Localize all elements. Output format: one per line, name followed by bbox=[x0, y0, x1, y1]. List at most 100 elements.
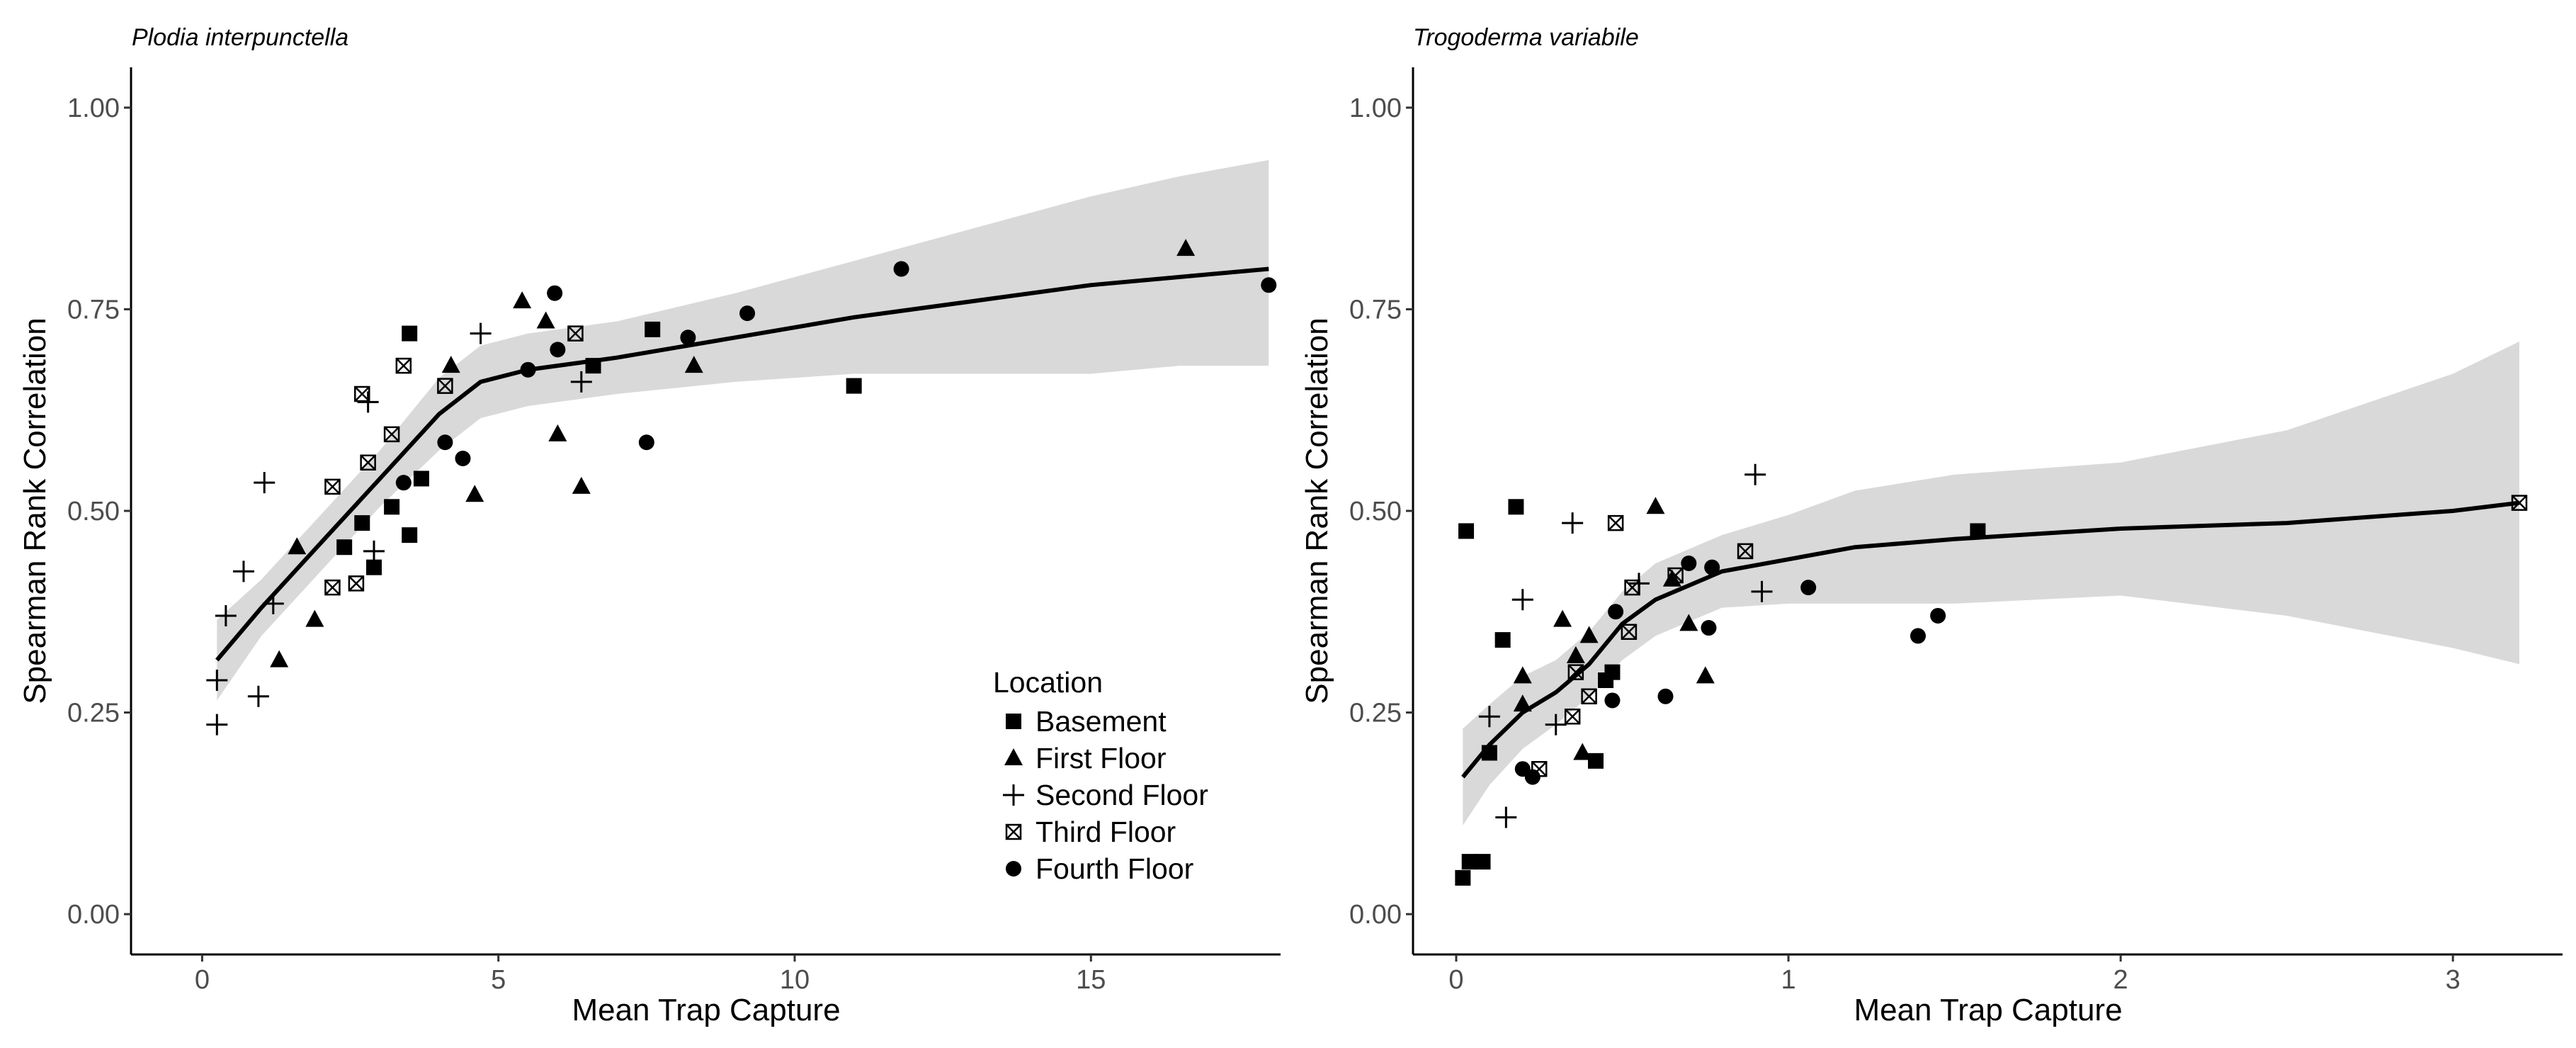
left-point-second-floor bbox=[262, 592, 284, 614]
right-point-fourth-floor bbox=[1910, 628, 1926, 644]
right-point-first-floor bbox=[1553, 609, 1572, 627]
left-smooth-line bbox=[215, 266, 1269, 662]
right-y-tick-label: 1.00 bbox=[1349, 94, 1402, 123]
right-smooth-line bbox=[1461, 500, 2520, 779]
legend-label-first-floor: First Floor bbox=[1035, 742, 1167, 774]
right-point-second-floor bbox=[1562, 512, 1584, 534]
right-point-fourth-floor bbox=[1524, 769, 1541, 785]
right-x-tick-label: 3 bbox=[2446, 965, 2461, 995]
left-point-second-floor bbox=[570, 371, 592, 393]
right-point-third-floor bbox=[1737, 543, 1754, 560]
left-point-basement bbox=[336, 539, 353, 556]
left-point-first-floor bbox=[465, 485, 484, 502]
legend-key-fourth-floor bbox=[1006, 861, 1021, 877]
left-points bbox=[206, 239, 1277, 736]
left-x-tick-label: 0 bbox=[195, 965, 210, 995]
left-point-fourth-floor bbox=[437, 434, 453, 451]
legend-label-fourth-floor: Fourth Floor bbox=[1035, 852, 1193, 885]
legend-title: Location bbox=[993, 666, 1103, 699]
right-point-basement bbox=[1587, 753, 1604, 769]
right-point-first-floor bbox=[1679, 614, 1698, 631]
right-point-basement bbox=[1475, 854, 1491, 870]
right-point-first-floor bbox=[1696, 666, 1715, 684]
left-point-third-floor bbox=[324, 579, 341, 596]
right-point-fourth-floor bbox=[1701, 620, 1717, 636]
left-point-second-floor bbox=[247, 685, 269, 707]
left-point-fourth-floor bbox=[680, 329, 696, 346]
left-x-tick-label: 5 bbox=[491, 965, 506, 995]
left-point-third-floor bbox=[354, 385, 370, 402]
right-point-second-floor bbox=[1751, 580, 1773, 602]
right-y-tick-label: 0.25 bbox=[1349, 699, 1402, 728]
right-y-tick-label: 0.50 bbox=[1349, 497, 1402, 526]
left-point-basement bbox=[585, 358, 601, 374]
left-x-tick-label: 10 bbox=[780, 965, 810, 995]
left-y-axis-label: Spearman Rank Correlation bbox=[18, 317, 52, 704]
left-point-first-floor bbox=[441, 356, 460, 373]
left-point-fourth-floor bbox=[739, 305, 756, 322]
right-point-basement bbox=[1481, 745, 1497, 761]
right-point-third-floor bbox=[1667, 567, 1684, 584]
right-x-axis-label: Mean Trap Capture bbox=[1854, 993, 2122, 1027]
left-point-first-floor bbox=[684, 356, 703, 373]
right-point-first-floor bbox=[1513, 666, 1532, 684]
right-point-basement bbox=[1455, 869, 1471, 886]
left-point-fourth-floor bbox=[547, 285, 563, 301]
right-point-fourth-floor bbox=[1800, 580, 1817, 596]
right-panel: Trogoderma variabile 0.00 0.25 0.50 0.75 1.0… bbox=[1300, 24, 2563, 1027]
left-point-first-floor bbox=[536, 311, 555, 329]
left-point-first-floor bbox=[513, 291, 532, 309]
left-point-first-floor bbox=[288, 537, 307, 555]
left-y-ticks: 0.00 0.25 0.50 0.75 1.00 bbox=[67, 94, 131, 930]
right-x-tick-label: 0 bbox=[1448, 965, 1463, 995]
left-x-tick-label: 15 bbox=[1076, 965, 1106, 995]
left-y-tick-label: 1.00 bbox=[67, 94, 120, 123]
left-point-fourth-floor bbox=[1261, 277, 1277, 293]
right-point-second-floor bbox=[1511, 589, 1533, 611]
right-point-basement bbox=[1458, 523, 1475, 539]
left-point-first-floor bbox=[548, 424, 567, 441]
left-point-third-floor bbox=[395, 357, 412, 374]
left-point-second-floor bbox=[363, 540, 385, 562]
left-point-basement bbox=[384, 499, 400, 515]
right-point-fourth-floor bbox=[1604, 692, 1621, 709]
right-point-third-floor bbox=[1621, 624, 1638, 640]
right-point-basement bbox=[1494, 632, 1511, 648]
right-point-third-floor bbox=[1624, 579, 1640, 596]
legend-key-third-floor bbox=[1005, 823, 1022, 840]
right-point-fourth-floor bbox=[1681, 555, 1697, 571]
left-point-first-floor bbox=[572, 476, 591, 494]
left-panel: Plodia interpunctella 0.00 0.25 0.50 0.75 1.… bbox=[18, 24, 1281, 1027]
right-panel-title: Trogoderma variabile bbox=[1413, 24, 1639, 51]
legend-items: Basement First Floor Second Floor Third Flo… bbox=[1003, 705, 1208, 885]
right-point-third-floor bbox=[1567, 664, 1584, 680]
right-point-fourth-floor bbox=[1608, 604, 1624, 620]
left-point-fourth-floor bbox=[550, 342, 566, 358]
right-x-tick-label: 2 bbox=[2113, 965, 2128, 995]
left-point-basement bbox=[366, 559, 382, 575]
left-point-third-floor bbox=[567, 325, 584, 342]
right-point-fourth-floor bbox=[1657, 688, 1674, 704]
left-point-basement bbox=[846, 378, 862, 394]
left-point-fourth-floor bbox=[455, 451, 471, 467]
legend-key-second-floor bbox=[1003, 784, 1024, 806]
left-point-second-floor bbox=[206, 670, 228, 692]
left-point-basement bbox=[354, 515, 370, 531]
legend-key-first-floor bbox=[1004, 748, 1023, 765]
legend: Location Basement First Floor Second Floor… bbox=[993, 666, 1208, 885]
left-point-third-floor bbox=[383, 426, 400, 443]
right-x-tick-label: 1 bbox=[1781, 965, 1795, 995]
right-point-first-floor bbox=[1566, 646, 1585, 663]
left-point-basement bbox=[402, 527, 418, 543]
left-point-fourth-floor bbox=[638, 434, 654, 451]
right-point-second-floor bbox=[1744, 463, 1766, 485]
right-point-second-floor bbox=[1495, 806, 1517, 828]
left-confidence-band bbox=[217, 159, 1269, 701]
right-point-basement bbox=[1508, 499, 1524, 515]
left-point-second-floor bbox=[470, 322, 492, 344]
left-point-second-floor bbox=[232, 560, 254, 582]
left-point-second-floor bbox=[206, 714, 228, 736]
left-point-first-floor bbox=[270, 650, 289, 667]
right-y-tick-label: 0.00 bbox=[1349, 900, 1402, 930]
